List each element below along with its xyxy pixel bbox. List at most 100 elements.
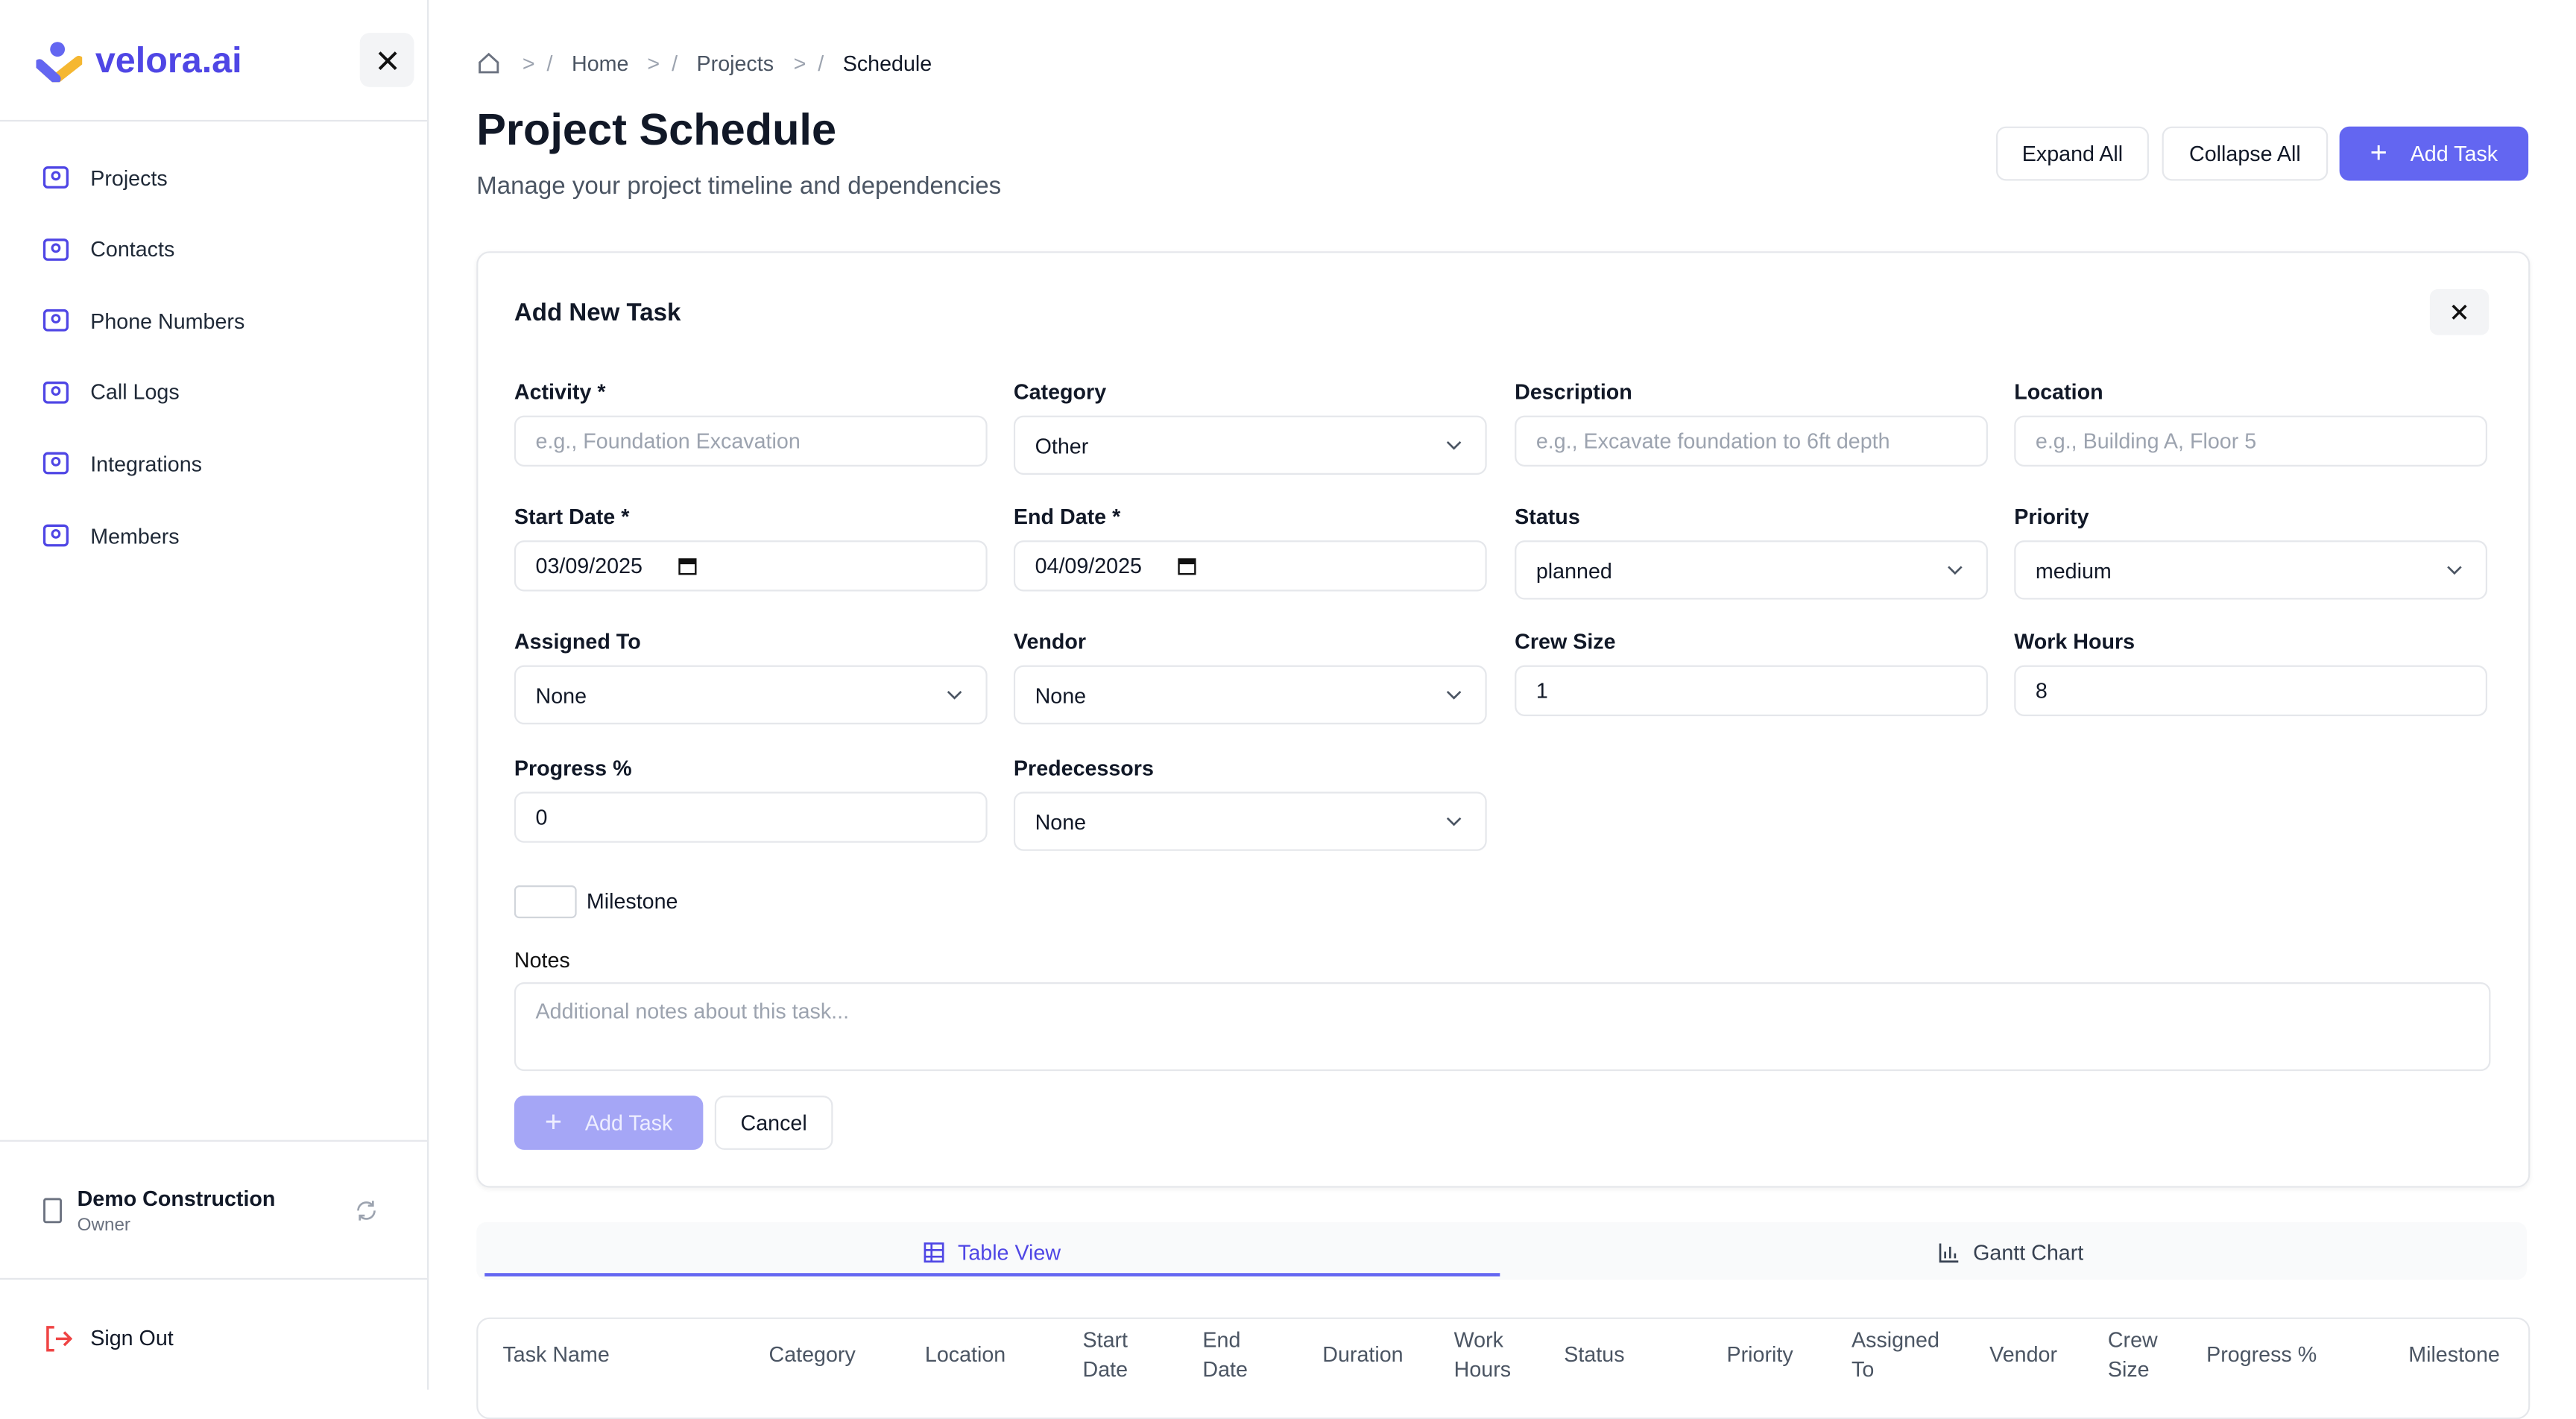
- org-icon: [43, 1198, 62, 1224]
- column-header[interactable]: Work Hours: [1453, 1327, 1512, 1382]
- tab-gantt[interactable]: Gantt Chart: [1939, 1240, 2083, 1265]
- breadcrumb-sep: > /: [647, 51, 678, 76]
- column-header[interactable]: Priority: [1726, 1341, 1793, 1367]
- divider: [0, 119, 428, 122]
- nav-icon: [42, 166, 69, 189]
- nav-label: Projects: [90, 165, 168, 190]
- column-header[interactable]: Crew Size: [2107, 1327, 2158, 1382]
- close-form[interactable]: [2429, 288, 2490, 335]
- submit-label: Add Task: [584, 1110, 673, 1136]
- select[interactable]: planned: [1515, 540, 1988, 600]
- column-header[interactable]: Milestone: [2408, 1341, 2500, 1367]
- nav-icon: [42, 309, 69, 332]
- nav-icon: [42, 238, 69, 261]
- value: Other: [1035, 432, 1089, 458]
- org-name: Demo Construction: [77, 1186, 276, 1211]
- input[interactable]: 8: [2014, 665, 2488, 716]
- select[interactable]: None: [1013, 791, 1487, 851]
- field-label: Progress %: [514, 755, 632, 780]
- close-sidebar[interactable]: [359, 33, 414, 87]
- input[interactable]: e.g., Foundation Excavation: [514, 415, 988, 467]
- chevron: [1948, 566, 1963, 575]
- submit-task[interactable]: + Add Task: [514, 1096, 704, 1150]
- expand-all[interactable]: Expand All: [1995, 126, 2149, 181]
- milestone-toggle[interactable]: [514, 885, 577, 919]
- input[interactable]: 03/09/2025: [514, 540, 988, 592]
- placeholder: e.g., Excavate foundation to 6ft depth: [1535, 429, 1890, 454]
- brand: velora.ai: [95, 39, 242, 81]
- select[interactable]: None: [1013, 665, 1487, 725]
- add-task-label: Add Task: [2410, 141, 2498, 166]
- tab-bar: [476, 1222, 2527, 1280]
- nav-item[interactable]: Contacts: [41, 234, 174, 264]
- field-label: End Date *: [1013, 504, 1121, 529]
- field-label: Description: [1515, 379, 1632, 405]
- value: 1: [1535, 678, 1548, 704]
- divider: [0, 1140, 428, 1142]
- sidebar: velora.ai Demo Construction Owner Sign O…: [0, 0, 429, 1390]
- calendar-icon: [1178, 558, 1196, 575]
- nav-item[interactable]: Phone Numbers: [41, 306, 244, 335]
- page-title: Project Schedule: [476, 105, 837, 155]
- chevron: [947, 690, 962, 700]
- field-label: Vendor: [1013, 629, 1087, 654]
- value: 03/09/2025: [535, 553, 643, 578]
- notes-input[interactable]: Additional notes about this task...: [514, 982, 2491, 1072]
- value: None: [1035, 682, 1087, 707]
- nav-icon: [42, 381, 69, 404]
- nav-label: Members: [90, 523, 180, 549]
- plus: +: [2370, 136, 2387, 170]
- nav-item[interactable]: Integrations: [41, 449, 202, 479]
- select[interactable]: None: [514, 665, 988, 725]
- value: medium: [2035, 557, 2112, 583]
- nav-item[interactable]: Members: [41, 521, 180, 551]
- column-header[interactable]: Vendor: [1989, 1341, 2057, 1367]
- field-label: Activity *: [514, 379, 606, 405]
- nav-item[interactable]: Projects: [41, 162, 168, 192]
- sign-out[interactable]: Sign Out: [90, 1325, 174, 1350]
- input[interactable]: 04/09/2025: [1013, 540, 1487, 592]
- org-role: Owner: [77, 1216, 131, 1236]
- milestone-label: Milestone: [586, 888, 678, 914]
- collapse-all[interactable]: Collapse All: [2162, 126, 2329, 181]
- cancel[interactable]: Cancel: [714, 1096, 833, 1150]
- column-header[interactable]: Location: [924, 1341, 1006, 1367]
- breadcrumb: Schedule: [842, 51, 932, 76]
- field-label: Predecessors: [1013, 755, 1154, 780]
- field-label: Assigned To: [514, 629, 641, 654]
- input[interactable]: e.g., Building A, Floor 5: [2014, 415, 2488, 467]
- nav-label: Phone Numbers: [90, 308, 245, 333]
- value: None: [1035, 809, 1087, 834]
- column-header[interactable]: Status: [1564, 1341, 1625, 1367]
- add-task[interactable]: + Add Task: [2339, 126, 2529, 181]
- form-title: Add New Task: [514, 299, 681, 327]
- column-header[interactable]: End Date: [1202, 1327, 1248, 1382]
- breadcrumb[interactable]: Projects: [696, 51, 774, 76]
- column-header[interactable]: Progress %: [2206, 1341, 2317, 1367]
- breadcrumb[interactable]: Home: [572, 51, 629, 76]
- field-label: Start Date *: [514, 504, 630, 529]
- placeholder: e.g., Foundation Excavation: [535, 429, 801, 454]
- nav-icon: [42, 524, 69, 547]
- column-header[interactable]: Category: [768, 1341, 856, 1367]
- notes-label: Notes: [514, 947, 570, 973]
- value: planned: [1535, 557, 1612, 583]
- select[interactable]: Other: [1013, 415, 1487, 475]
- field-label: Work Hours: [2014, 629, 2135, 654]
- home-icon[interactable]: [476, 51, 501, 75]
- input[interactable]: e.g., Excavate foundation to 6ft depth: [1515, 415, 1988, 467]
- nav-item[interactable]: Call Logs: [41, 377, 180, 407]
- column-header[interactable]: Assigned To: [1852, 1327, 1939, 1382]
- input[interactable]: 1: [1515, 665, 1988, 716]
- switch-org[interactable]: [353, 1198, 379, 1224]
- column-header[interactable]: Task Name: [502, 1341, 610, 1367]
- select[interactable]: medium: [2014, 540, 2488, 600]
- column-header[interactable]: Start Date: [1082, 1327, 1128, 1382]
- column-header[interactable]: Duration: [1322, 1341, 1404, 1367]
- value: 8: [2035, 678, 2048, 704]
- nav-label: Call Logs: [90, 379, 180, 405]
- input[interactable]: 0: [514, 791, 988, 843]
- tab-table[interactable]: Table View: [924, 1240, 1061, 1265]
